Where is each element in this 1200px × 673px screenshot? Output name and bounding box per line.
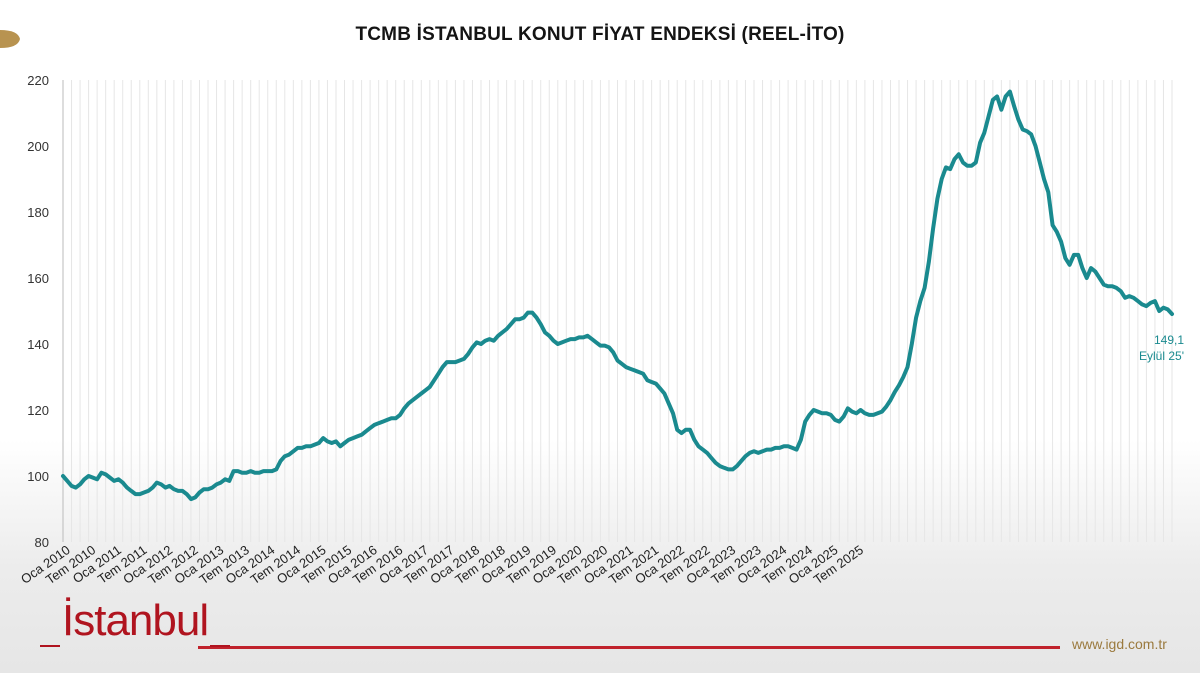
- series-layer: [61, 89, 1174, 502]
- footer-divider: [198, 646, 1060, 649]
- series-line: [61, 89, 1174, 502]
- y-tick-label: 80: [35, 535, 49, 550]
- logo-text: İstanbul: [62, 596, 209, 645]
- annotation-value: 149,1: [1154, 333, 1184, 347]
- y-tick-label: 200: [27, 139, 49, 154]
- annotation-label: Eylül 25': [1139, 349, 1184, 363]
- y-tick-label: 140: [27, 337, 49, 352]
- y-tick-label: 160: [27, 271, 49, 286]
- y-tick-label: 180: [27, 205, 49, 220]
- logo-mark-icon: [40, 645, 230, 647]
- corner-mark-icon: [0, 30, 20, 48]
- y-tick-label: 220: [27, 73, 49, 88]
- y-tick-label: 100: [27, 469, 49, 484]
- website-link[interactable]: www.igd.com.tr: [1072, 636, 1167, 652]
- chart-title: TCMB İSTANBUL KONUT FİYAT ENDEKSİ (REEL-…: [355, 24, 845, 45]
- istanbul-logo: İstanbul: [40, 596, 230, 668]
- y-tick-label: 120: [27, 403, 49, 418]
- y-axis: 80 100 120 140 160 180 200 220: [27, 73, 49, 550]
- annotations-layer: 149,1 Eylül 25': [1139, 333, 1184, 363]
- grid-lines: [62, 80, 1173, 542]
